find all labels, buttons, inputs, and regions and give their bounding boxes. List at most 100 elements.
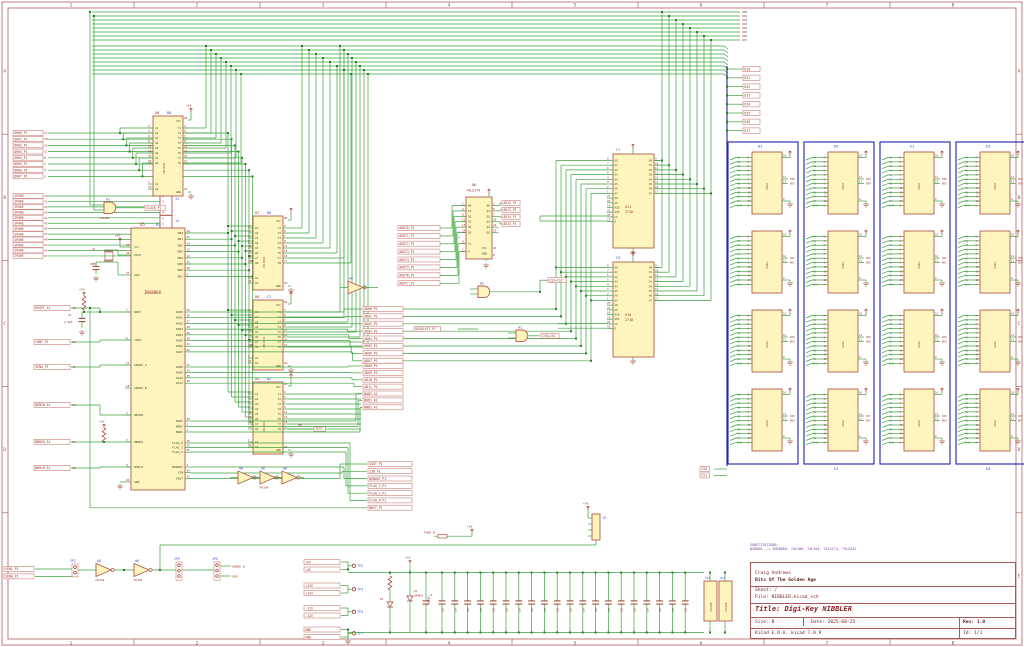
do-net-label: DO4 — [742, 26, 747, 30]
power-unit-ref: U13 — [720, 576, 725, 580]
pin-number: 1 — [900, 182, 902, 186]
testpoint-ref: TP1 — [357, 632, 363, 636]
zone-row-label: D — [1018, 447, 1021, 453]
pin-number: 2 — [976, 256, 978, 260]
cap-value: 1µF — [634, 607, 637, 612]
jumper-pin — [73, 570, 77, 575]
wire — [729, 402, 737, 407]
power-flag — [788, 229, 791, 232]
pin-number: 15 — [748, 427, 752, 431]
pin-number: 13 — [900, 436, 904, 440]
pin-number: 7 — [493, 212, 495, 216]
spare-label: SPARE — [14, 205, 23, 209]
di-global-label-text: DI6 — [745, 120, 751, 124]
pin-number: 3 — [44, 174, 46, 178]
wire — [729, 394, 737, 398]
cap-value: 1µF — [659, 607, 662, 612]
pin-number: 8 — [900, 156, 902, 160]
pin-number: 33 — [187, 363, 191, 367]
wire — [723, 61, 729, 66]
pin-number: 2 — [748, 335, 750, 339]
pin-name: A4 — [255, 241, 259, 245]
diode-icon — [386, 601, 394, 608]
ctrl-label — [33, 402, 71, 408]
junction-dot — [350, 73, 352, 75]
pin-number: 12 — [935, 175, 939, 179]
ram-pin-name: A7 — [737, 186, 741, 190]
ram-pin-name: A2 — [889, 322, 893, 326]
ram-chip-value: 2102 — [917, 262, 921, 269]
jumper-ref: JP5 — [174, 557, 180, 561]
wire — [881, 253, 889, 257]
pin-number: 21 — [44, 199, 48, 203]
buffer-ref: U4 — [255, 377, 259, 381]
pin-name: A5 — [615, 289, 619, 293]
pin-number: 15 — [284, 420, 288, 424]
ram-pin-name: A1 — [813, 397, 817, 401]
pin-number: 23 — [187, 474, 191, 478]
ram-pin-name: A6 — [965, 340, 969, 344]
pin-number: 4 — [748, 397, 750, 401]
ram-pin-name: A2 — [965, 164, 969, 168]
wire — [881, 407, 889, 411]
jumper-body — [71, 563, 79, 578]
pin-name: O1 — [649, 270, 653, 274]
wire — [881, 424, 889, 428]
buffer-value: 74LS541 — [262, 256, 266, 268]
ram-pin-name: A7 — [965, 265, 969, 269]
pin-name: GND — [176, 190, 181, 194]
wire — [881, 345, 889, 349]
pin-number: 11 — [1011, 417, 1015, 421]
ram-pin-name: A3 — [813, 248, 817, 252]
ram-pin-name: A5 — [889, 414, 893, 418]
di-global-label-text: DI5 — [745, 111, 751, 115]
wire — [881, 354, 889, 358]
ff-value: 74LS174 — [466, 189, 480, 193]
pin-name: SENSE_A — [134, 363, 147, 367]
cpuout-label — [367, 475, 413, 482]
ram-column-bus-box — [955, 141, 1024, 465]
ctrl-label — [33, 439, 71, 445]
junction-dot — [555, 308, 557, 310]
spare-label — [12, 214, 44, 221]
junction-dot — [234, 319, 236, 321]
pin-number: 4 — [900, 160, 902, 164]
do-net-label: DO1 — [742, 14, 747, 18]
wire — [729, 244, 737, 249]
pin-name: AD04 — [176, 333, 183, 337]
pin-number: 20 — [607, 320, 611, 324]
pin-number: 13 — [900, 199, 904, 203]
pin-number: 11 — [935, 259, 939, 263]
junction-dot — [359, 65, 361, 67]
pin-number: 8 — [148, 139, 150, 143]
ram-pin-name: A2 — [813, 322, 817, 326]
pin-number: 19 — [607, 204, 611, 208]
pin-number: 22 — [607, 306, 611, 310]
wire — [729, 174, 737, 178]
pin-number: 15 — [824, 348, 828, 352]
wire — [805, 402, 813, 407]
pin-number: 24 — [187, 469, 191, 473]
ram-pin-name: A2 — [813, 164, 817, 168]
ram-pin-name: A6 — [813, 340, 817, 344]
pin-number: 11 — [1011, 259, 1015, 263]
pin-number: 13 — [976, 199, 980, 203]
ram-do-label: DO0 — [790, 181, 795, 185]
ram-chip-value: 2102 — [841, 262, 845, 269]
pin-number: 3 — [284, 308, 286, 312]
ram-pin-name: A5 — [889, 177, 893, 181]
junction-dot — [351, 57, 353, 59]
wire — [805, 253, 813, 257]
pin-number: 2 — [607, 292, 609, 296]
ram-pin-name: A7 — [813, 186, 817, 190]
pin-name: Q4 — [487, 225, 491, 229]
wire — [881, 437, 889, 441]
junction-dot — [103, 441, 105, 443]
ram-pin-name: CS — [965, 357, 969, 361]
pin-name: O7 — [649, 298, 653, 302]
pin-number: 18 — [126, 384, 130, 388]
junction-dot — [539, 290, 541, 293]
wire — [881, 315, 889, 319]
pin-name: Y1 — [178, 126, 182, 130]
size-field: Size: B — [755, 620, 775, 625]
